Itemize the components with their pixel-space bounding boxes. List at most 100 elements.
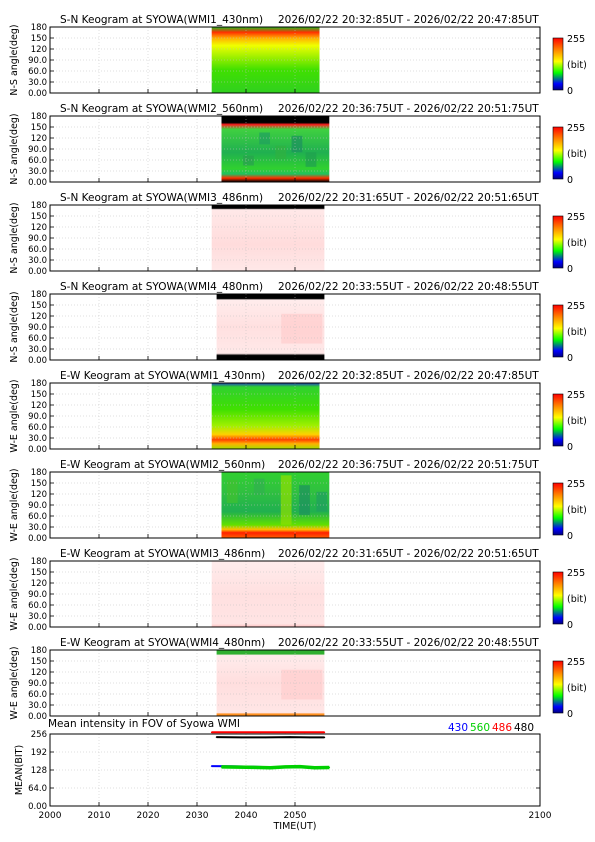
keogram-panel-2-ytick-label: 180 (31, 112, 47, 122)
keogram-panel-7-colorbar-max: 255 (567, 568, 585, 579)
keogram-panel-6-ytick-label: 60.0 (28, 512, 47, 522)
keogram-panel-2-heatmap-block (243, 155, 254, 166)
series-point-560 (245, 766, 247, 768)
keogram-panel-2-ytick-label: 120 (31, 134, 47, 144)
keogram-panel-1-ytick-label: 30.0 (28, 78, 47, 88)
keogram-panel-3-title: S-N Keogram at SYOWA(WMI3_486nm) (60, 192, 263, 204)
keogram-panel-8-colorbar-max: 255 (567, 657, 585, 668)
keogram-panel-7-ytick-label: 180 (31, 557, 47, 567)
keogram-panel-3-ytick-label: 150 (31, 212, 47, 222)
keogram-panel-2-ytick-label: 60.0 (28, 156, 47, 166)
keogram-panel-8-ytick-label: 30.0 (28, 701, 47, 711)
keogram-panel-6-ytick-label: 90.0 (28, 501, 47, 511)
keogram-panel-5-colorbar-min: 0 (567, 442, 573, 453)
keogram-panel-6-heatmap-block (299, 485, 310, 515)
series-point-560 (284, 766, 287, 768)
keogram-panel-5-ytick-label: 180 (31, 379, 47, 389)
series-point-486 (284, 731, 287, 734)
keogram-panel-8-colorbar-unit: (bit) (567, 683, 587, 694)
keogram-panel-7-ylabel: W-E angle(deg) (9, 557, 20, 630)
x-tick-label: 2050 (284, 811, 307, 821)
x-tick-label: 2010 (88, 811, 111, 821)
series-point-480 (289, 736, 291, 738)
keogram-panel-8-colorbar-min: 0 (567, 709, 573, 720)
keogram-panel-6-ytick-label: 120 (31, 490, 47, 500)
keogram-panel-7-ytick-label: 120 (31, 579, 47, 589)
series-point-480 (215, 736, 218, 738)
series-point-480 (264, 736, 267, 739)
keogram-panel-8-ytick-label: 60.0 (28, 690, 47, 700)
keogram-panel-8-ytick-label: 150 (31, 657, 47, 667)
series-point-486 (210, 731, 213, 734)
keogram-panel-7-ytick-label: 60.0 (28, 601, 47, 611)
x-tick-label: 2020 (137, 811, 160, 821)
keogram-panel-8-time-range: 2026/02/22 20:33:55UT - 2026/02/22 20:48… (278, 637, 539, 649)
keogram-panel-7-time-range: 2026/02/22 20:31:65UT - 2026/02/22 20:51… (278, 548, 539, 560)
keogram-panel-5-time-range: 2026/02/22 20:32:85UT - 2026/02/22 20:47… (278, 370, 539, 382)
keogram-panel-5-colorbar (552, 393, 564, 447)
keogram-panel-2-time-range: 2026/02/22 20:36:75UT - 2026/02/22 20:51… (278, 103, 539, 115)
keogram-panel-6-heatmap-block (226, 479, 238, 504)
x-tick-label: 2000 (39, 811, 62, 821)
keogram-panel-4-heatmap-block (281, 313, 323, 344)
keogram-panel-7-colorbar-unit: (bit) (567, 594, 587, 605)
series-point-560 (313, 766, 316, 769)
series-point-486 (259, 731, 262, 734)
keogram-panel-2-heatmap-block (305, 152, 317, 167)
keogram-panel-1-ylabel: N-S angle(deg) (9, 24, 20, 95)
series-point-480 (323, 736, 326, 739)
series-line-560 (221, 764, 330, 770)
legend-entry-560: 560 (470, 722, 490, 734)
keogram-panel-2-ytick-label: 90.0 (28, 145, 47, 155)
series-point-480 (240, 736, 242, 739)
keogram-panel-4-colorbar-max: 255 (567, 301, 585, 312)
keogram-panel-8-ytick-label: 0.00 (28, 712, 47, 722)
keogram-panel-1-ytick-label: 150 (31, 34, 47, 44)
keogram-panel-4-ylabel: N-S angle(deg) (9, 291, 20, 362)
keogram-panel-4-ytick-label: 30.0 (28, 345, 47, 355)
keogram-panel-7-colorbar-min: 0 (567, 620, 573, 631)
keogram-panel-5-colorbar-max: 255 (567, 390, 585, 401)
keogram-panel-5-ytick-label: 120 (31, 401, 47, 411)
mean-panel-ytick-label: 128 (31, 766, 47, 776)
series-point-486 (323, 731, 326, 734)
keogram-panel-1-title: S-N Keogram at SYOWA(WMI1_430nm) (60, 14, 263, 26)
keogram-panel-3-colorbar-unit: (bit) (567, 238, 587, 249)
keogram-panel-4-ytick-label: 0.00 (28, 356, 47, 366)
keogram-panel-1-ytick-label: 180 (31, 23, 47, 33)
keogram-panel-8-ytick-label: 180 (31, 646, 47, 656)
keogram-panel-3-ytick-label: 30.0 (28, 256, 47, 266)
keogram-panel-3-time-range: 2026/02/22 20:31:65UT - 2026/02/22 20:51… (278, 192, 539, 204)
keogram-panel-6-ytick-label: 150 (31, 479, 47, 489)
keogram-panel-4-ytick-label: 150 (31, 301, 47, 311)
keogram-panel-2-ytick-label: 0.00 (28, 178, 47, 188)
keogram-panel-3-ytick-label: 0.00 (28, 267, 47, 277)
x-tick-label: 2100 (529, 811, 552, 821)
keogram-panel-4-title: S-N Keogram at SYOWA(WMI4_480nm) (60, 281, 263, 293)
keogram-panel-6-ytick-label: 30.0 (28, 523, 47, 533)
keogram-panel-1-ytick-label: 120 (31, 45, 47, 55)
keogram-panel-4-colorbar-min: 0 (567, 353, 573, 364)
keogram-panel-6-heatmap-block (253, 478, 265, 496)
keogram-panel-7-title: E-W Keogram at SYOWA(WMI3_486nm) (60, 548, 265, 560)
legend-entry-430: 430 (448, 722, 468, 734)
keogram-panel-1-colorbar-min: 0 (567, 86, 573, 97)
keogram-panel-8-ytick-label: 90.0 (28, 679, 47, 689)
mean-panel-ytick-label: 256 (31, 730, 47, 740)
x-tick-label: 2030 (186, 811, 209, 821)
keogram-panel-3-colorbar-min: 0 (567, 264, 573, 275)
legend-entry-480: 480 (514, 722, 534, 734)
keogram-panel-7-colorbar (552, 571, 564, 625)
keogram-panel-3-ytick-label: 120 (31, 223, 47, 233)
keogram-panel-6-time-range: 2026/02/22 20:36:75UT - 2026/02/22 20:51… (278, 459, 539, 471)
keogram-panel-2-colorbar-min: 0 (567, 175, 573, 186)
keogram-panel-1-ytick-label: 60.0 (28, 67, 47, 77)
series-point-560 (299, 765, 301, 768)
keogram-panel-3-colorbar (552, 215, 564, 269)
keogram-panel-1-time-range: 2026/02/22 20:32:85UT - 2026/02/22 20:47… (278, 14, 539, 26)
keogram-panel-6-title: E-W Keogram at SYOWA(WMI2_560nm) (60, 459, 265, 471)
keogram-panel-7-ytick-label: 30.0 (28, 612, 47, 622)
keogram-panel-6-colorbar-unit: (bit) (567, 505, 587, 516)
keogram-panel-4-colorbar (552, 304, 564, 358)
